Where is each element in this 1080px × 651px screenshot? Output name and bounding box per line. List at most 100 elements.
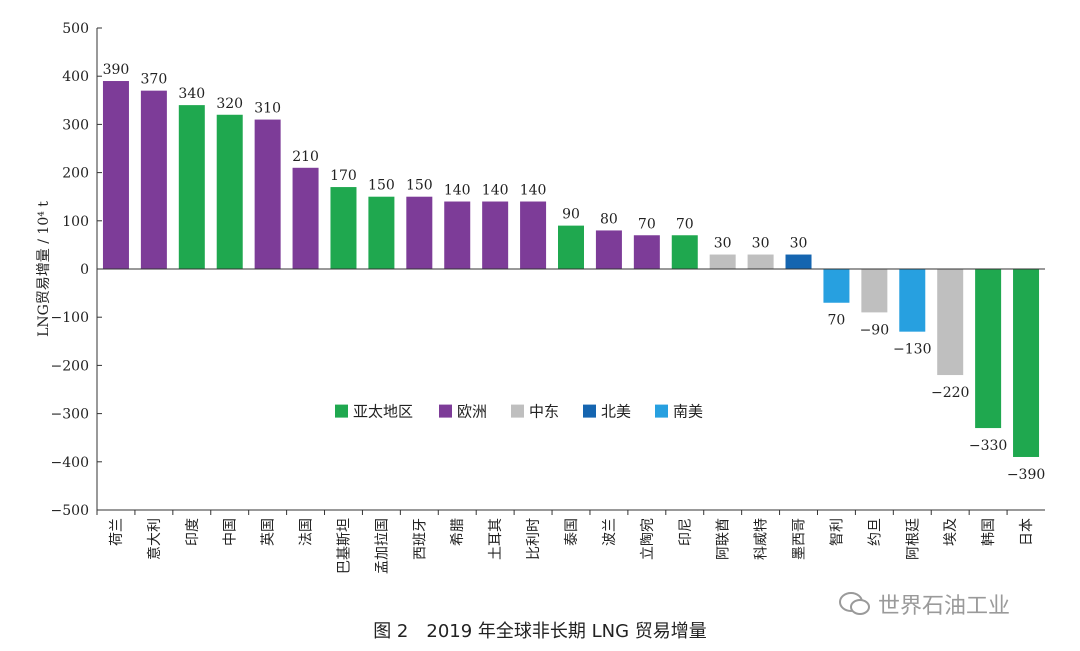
legend-swatch bbox=[655, 404, 668, 418]
legend-label: 欧洲 bbox=[457, 403, 487, 421]
x-tick-label: 中国 bbox=[223, 518, 239, 546]
y-tick-label: −300 bbox=[51, 407, 89, 423]
data-label: 70 bbox=[638, 216, 656, 232]
bar bbox=[937, 269, 964, 376]
data-label: −330 bbox=[969, 438, 1007, 454]
x-tick-label: 荷兰 bbox=[109, 518, 125, 546]
x-tick-label: 智利 bbox=[829, 518, 845, 546]
x-tick-label: 约旦 bbox=[867, 518, 883, 546]
bar bbox=[975, 269, 1002, 429]
data-label: 170 bbox=[330, 168, 357, 184]
data-label: −130 bbox=[893, 342, 931, 358]
bar bbox=[671, 235, 698, 269]
x-tick-label: 土耳其 bbox=[488, 518, 504, 560]
x-tick-label: 泰国 bbox=[564, 518, 580, 546]
legend-swatch bbox=[439, 404, 452, 418]
y-tick-label: −200 bbox=[51, 358, 89, 374]
x-tick-label: 日本 bbox=[1019, 518, 1035, 546]
legend-label: 亚太地区 bbox=[353, 403, 413, 421]
data-label: 340 bbox=[178, 86, 205, 102]
y-tick-label: −100 bbox=[51, 310, 89, 326]
data-label: 70 bbox=[828, 313, 846, 329]
y-tick-label: 400 bbox=[62, 69, 89, 85]
bar bbox=[709, 254, 736, 269]
bar bbox=[785, 254, 812, 269]
x-tick-label: 希腊 bbox=[450, 518, 466, 546]
data-label: 30 bbox=[790, 236, 808, 252]
x-tick-label: 西班牙 bbox=[412, 518, 428, 560]
x-tick-label: 阿联酋 bbox=[715, 518, 732, 560]
data-label: 210 bbox=[292, 149, 319, 165]
bar bbox=[861, 269, 888, 313]
legend-label: 南美 bbox=[673, 403, 703, 421]
legend-swatch bbox=[583, 404, 596, 418]
y-tick-label: 300 bbox=[62, 117, 89, 133]
data-label: 140 bbox=[520, 183, 547, 199]
watermark: 世界石油工业 bbox=[838, 588, 1010, 620]
bar bbox=[330, 187, 357, 269]
y-axis-label: LNG贸易增量 / 10⁴ t bbox=[36, 201, 52, 337]
data-label: 390 bbox=[103, 62, 130, 78]
x-tick-label: 立陶宛 bbox=[640, 518, 656, 560]
data-label: 140 bbox=[444, 183, 471, 199]
data-label: 370 bbox=[141, 72, 168, 88]
bar bbox=[747, 254, 774, 269]
bar bbox=[444, 201, 471, 269]
legend-label: 北美 bbox=[601, 403, 631, 421]
data-label: 30 bbox=[752, 236, 770, 252]
bar bbox=[899, 269, 926, 332]
y-tick-label: −400 bbox=[51, 455, 89, 471]
bar bbox=[823, 269, 850, 303]
wechat-icon bbox=[839, 592, 870, 615]
data-label: 320 bbox=[216, 96, 243, 112]
x-tick-label: 波兰 bbox=[602, 518, 618, 546]
bar bbox=[595, 230, 622, 269]
y-tick-label: 100 bbox=[62, 214, 89, 230]
data-label: −90 bbox=[860, 322, 890, 338]
bar bbox=[558, 225, 584, 269]
bar bbox=[216, 114, 243, 269]
bar bbox=[292, 167, 319, 269]
bar bbox=[482, 201, 509, 269]
y-tick-label: 500 bbox=[62, 21, 89, 37]
legend-swatch bbox=[511, 404, 524, 418]
y-tick-label: 200 bbox=[62, 166, 89, 182]
figure-caption: 图 2 2019 年全球非长期 LNG 贸易增量 bbox=[373, 621, 707, 642]
x-tick-label: 墨西哥 bbox=[792, 518, 808, 560]
x-tick-label: 印度 bbox=[185, 518, 201, 546]
data-label: 150 bbox=[368, 178, 395, 194]
x-tick-label: 阿根廷 bbox=[905, 518, 921, 560]
data-label: 90 bbox=[562, 207, 580, 223]
x-tick-label: 英国 bbox=[260, 518, 277, 546]
x-tick-label: 法国 bbox=[299, 518, 315, 546]
bar bbox=[140, 90, 167, 269]
data-label: 140 bbox=[482, 183, 509, 199]
x-tick-label: 韩国 bbox=[981, 518, 997, 546]
x-tick-label: 埃及 bbox=[943, 518, 959, 546]
legend-label: 中东 bbox=[529, 403, 559, 421]
data-label: 70 bbox=[676, 216, 694, 232]
y-tick-label: 0 bbox=[80, 262, 89, 278]
data-label: 310 bbox=[254, 101, 281, 117]
data-label: 150 bbox=[406, 178, 433, 194]
watermark-text: 世界石油工业 bbox=[878, 594, 1011, 619]
bar bbox=[368, 196, 395, 269]
data-label: 30 bbox=[714, 236, 732, 252]
x-tick-label: 孟加拉国 bbox=[374, 518, 390, 574]
data-label: −220 bbox=[931, 385, 969, 401]
bar bbox=[406, 196, 433, 269]
data-label: 80 bbox=[600, 211, 618, 227]
x-tick-label: 比利时 bbox=[526, 518, 542, 560]
bar bbox=[178, 105, 205, 270]
x-tick-label: 巴基斯坦 bbox=[335, 518, 352, 574]
y-tick-label: −500 bbox=[51, 503, 89, 519]
x-tick-label: 印尼 bbox=[678, 518, 694, 546]
data-label: −390 bbox=[1007, 467, 1045, 483]
x-tick-label: 意大利 bbox=[146, 518, 163, 560]
bar bbox=[520, 201, 547, 269]
legend-swatch bbox=[335, 404, 348, 418]
bar bbox=[102, 81, 129, 270]
bar bbox=[633, 235, 660, 269]
bar bbox=[1013, 269, 1040, 457]
